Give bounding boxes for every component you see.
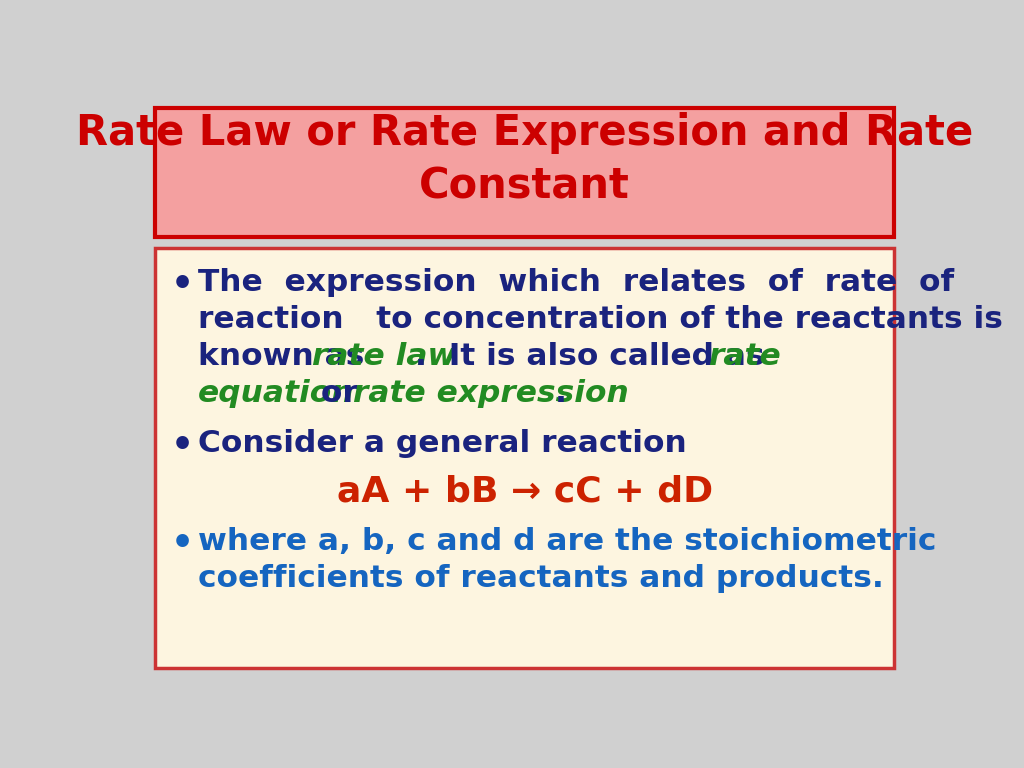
Text: Constant: Constant (420, 166, 630, 208)
Text: .: . (554, 379, 566, 408)
Bar (155, 249, 895, 668)
FancyBboxPatch shape (155, 108, 895, 237)
Text: reaction   to concentration of the reactants is: reaction to concentration of the reactan… (198, 305, 1002, 333)
Text: Consider a general reaction: Consider a general reaction (198, 429, 686, 458)
Text: rate law: rate law (312, 342, 457, 371)
Text: •: • (171, 527, 194, 561)
Text: •: • (171, 268, 194, 302)
Text: aA + bB → cC + dD: aA + bB → cC + dD (337, 475, 713, 509)
Text: The  expression  which  relates  of  rate  of: The expression which relates of rate of (198, 268, 954, 296)
Text: equation: equation (198, 379, 354, 408)
Text: rate: rate (708, 342, 780, 371)
Text: •: • (171, 429, 194, 462)
FancyBboxPatch shape (155, 249, 895, 668)
Text: where a, b, c and d are the stoichiometric: where a, b, c and d are the stoichiometr… (198, 527, 936, 556)
Text: or: or (310, 379, 369, 408)
Text: .  It is also called as: . It is also called as (415, 342, 775, 371)
Text: coefficients of reactants and products.: coefficients of reactants and products. (198, 564, 884, 593)
Text: rate expression: rate expression (352, 379, 629, 408)
Text: Rate Law or Rate Expression and Rate: Rate Law or Rate Expression and Rate (76, 112, 974, 154)
Text: known as: known as (198, 342, 375, 371)
